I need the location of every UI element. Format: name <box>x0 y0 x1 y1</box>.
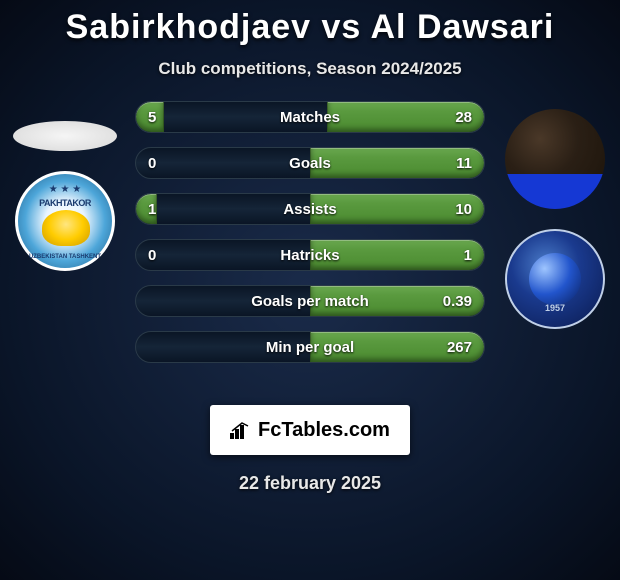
subtitle: Club competitions, Season 2024/2025 <box>0 59 620 79</box>
player-right-photo <box>505 109 605 209</box>
stat-row: 011Goals <box>135 147 485 179</box>
stat-value-right: 1 <box>464 240 472 270</box>
main-content: UZBEKISTAN TASHKENT 528Matches011Goals11… <box>0 109 620 389</box>
player-left-photo <box>13 121 117 151</box>
stat-value-right: 0.39 <box>443 286 472 316</box>
brand-text: FcTables.com <box>258 419 390 442</box>
stat-value-right: 10 <box>455 194 472 224</box>
stat-value-right: 11 <box>456 148 472 178</box>
stat-row: 01Hatricks <box>135 239 485 271</box>
stat-row: 267Min per goal <box>135 331 485 363</box>
comparison-card: Sabirkhodjaev vs Al Dawsari Club competi… <box>0 0 620 580</box>
stat-row: 0.39Goals per match <box>135 285 485 317</box>
stat-value-left: 5 <box>148 102 156 132</box>
stat-fill-right <box>310 240 484 270</box>
stat-row: 110Assists <box>135 193 485 225</box>
player-right-column <box>500 109 610 329</box>
brand-chart-icon <box>230 421 252 439</box>
date-label: 22 february 2025 <box>0 473 620 494</box>
player-left-column: UZBEKISTAN TASHKENT <box>10 109 120 271</box>
stat-value-left: 1 <box>148 194 156 224</box>
stat-value-left: 0 <box>148 148 156 178</box>
stat-value-right: 267 <box>447 332 472 362</box>
brand-badge: FcTables.com <box>210 405 410 455</box>
club-badge-right <box>505 229 605 329</box>
stat-value-right: 28 <box>455 102 472 132</box>
page-title: Sabirkhodjaev vs Al Dawsari <box>0 0 620 47</box>
badge-left-caption: UZBEKISTAN TASHKENT <box>18 254 112 260</box>
stats-bars: 528Matches011Goals110Assists01Hatricks0.… <box>135 101 485 377</box>
stat-row: 528Matches <box>135 101 485 133</box>
badge-left-boll-icon <box>42 210 90 246</box>
club-badge-left: UZBEKISTAN TASHKENT <box>15 171 115 271</box>
stat-value-left: 0 <box>148 240 156 270</box>
